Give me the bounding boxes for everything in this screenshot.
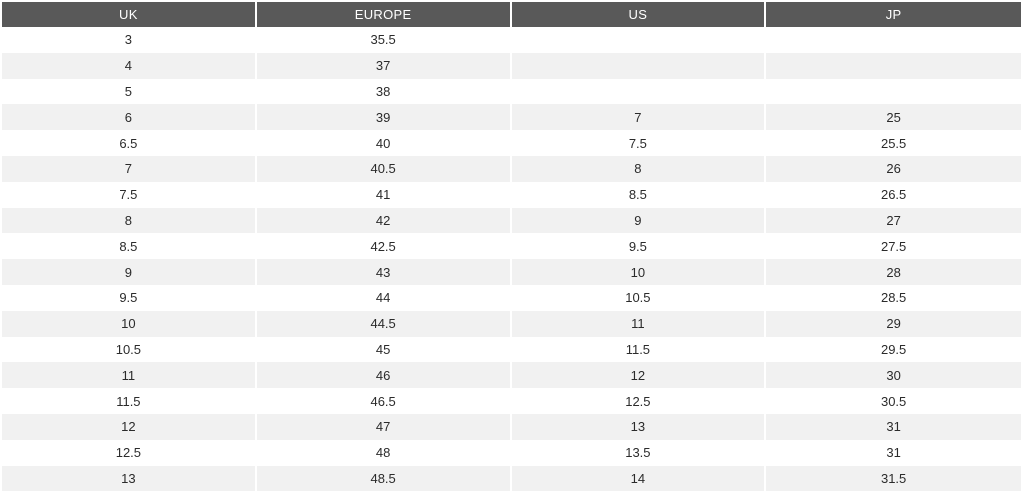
cell-europe: 46.5 — [256, 388, 512, 414]
cell-uk: 8 — [2, 207, 257, 234]
cell-jp: 29.5 — [766, 336, 1021, 363]
cell-us: 7 — [511, 104, 767, 131]
cell-uk: 9 — [2, 259, 257, 285]
table-row: 9.5 44 10.5 28.5 — [2, 284, 1021, 311]
cell-europe: 41 — [256, 181, 512, 208]
cell-uk: 6 — [2, 104, 257, 131]
cell-europe: 37 — [256, 52, 512, 79]
table-row: 6.5 40 7.5 25.5 — [2, 130, 1021, 156]
cell-us: 8 — [511, 155, 767, 182]
cell-jp: 27.5 — [766, 233, 1021, 260]
cell-us: 13.5 — [511, 439, 767, 466]
cell-europe: 47 — [256, 413, 512, 440]
table-row: 5 38 — [2, 78, 1021, 105]
table-body: 3 35.5 4 37 5 38 6 39 7 25 6.5 40 7.5 25.5 7 40.5 8 26 7.5… — [2, 27, 1021, 492]
cell-europe: 45 — [256, 336, 512, 363]
table-row: 3 35.5 — [2, 27, 1021, 53]
table-row: 10.5 45 11.5 29.5 — [2, 336, 1021, 363]
cell-us: 9 — [511, 207, 767, 234]
header-row: UK EUROPE US JP — [2, 2, 1021, 27]
cell-uk: 7 — [2, 155, 257, 182]
table-row: 11 46 12 30 — [2, 362, 1021, 389]
cell-jp: 31 — [766, 439, 1021, 466]
cell-jp: 28.5 — [766, 284, 1021, 311]
cell-uk: 8.5 — [2, 233, 257, 260]
column-header-europe: EUROPE — [256, 2, 512, 27]
cell-uk: 10 — [2, 310, 257, 337]
cell-uk: 9.5 — [2, 284, 257, 311]
cell-us: 11 — [511, 310, 767, 337]
cell-jp: 25.5 — [766, 130, 1021, 156]
cell-uk: 3 — [2, 27, 257, 53]
cell-uk: 13 — [2, 465, 257, 492]
cell-us — [511, 78, 767, 105]
cell-us: 9.5 — [511, 233, 767, 260]
cell-us: 13 — [511, 413, 767, 440]
cell-jp — [766, 52, 1021, 79]
cell-europe: 39 — [256, 104, 512, 131]
table-row: 10 44.5 11 29 — [2, 310, 1021, 337]
cell-europe: 40 — [256, 130, 512, 156]
table-row: 4 37 — [2, 52, 1021, 79]
column-header-uk: UK — [2, 2, 257, 27]
cell-us: 14 — [511, 465, 767, 492]
cell-europe: 46 — [256, 362, 512, 389]
table-row: 7 40.5 8 26 — [2, 155, 1021, 182]
cell-jp — [766, 78, 1021, 105]
cell-uk: 10.5 — [2, 336, 257, 363]
cell-jp: 31 — [766, 413, 1021, 440]
cell-jp: 26 — [766, 155, 1021, 182]
table-row: 7.5 41 8.5 26.5 — [2, 181, 1021, 208]
table-row: 8.5 42.5 9.5 27.5 — [2, 233, 1021, 260]
table-row: 11.5 46.5 12.5 30.5 — [2, 388, 1021, 414]
cell-europe: 48 — [256, 439, 512, 466]
cell-europe: 43 — [256, 259, 512, 285]
cell-us — [511, 27, 767, 53]
table-row: 13 48.5 14 31.5 — [2, 465, 1021, 492]
cell-uk: 7.5 — [2, 181, 257, 208]
cell-uk: 12.5 — [2, 439, 257, 466]
table-row: 9 43 10 28 — [2, 259, 1021, 285]
cell-us: 12.5 — [511, 388, 767, 414]
cell-uk: 6.5 — [2, 130, 257, 156]
table-row: 8 42 9 27 — [2, 207, 1021, 234]
cell-us: 7.5 — [511, 130, 767, 156]
cell-europe: 48.5 — [256, 465, 512, 492]
table-header: UK EUROPE US JP — [2, 2, 1021, 27]
cell-jp: 26.5 — [766, 181, 1021, 208]
cell-jp: 30 — [766, 362, 1021, 389]
cell-jp: 31.5 — [766, 465, 1021, 492]
cell-us: 11.5 — [511, 336, 767, 363]
table-row: 12.5 48 13.5 31 — [2, 439, 1021, 466]
cell-jp: 28 — [766, 259, 1021, 285]
cell-europe: 44 — [256, 284, 512, 311]
cell-jp: 29 — [766, 310, 1021, 337]
cell-europe: 35.5 — [256, 27, 512, 53]
cell-uk: 12 — [2, 413, 257, 440]
cell-jp: 27 — [766, 207, 1021, 234]
column-header-us: US — [511, 2, 767, 27]
cell-europe: 44.5 — [256, 310, 512, 337]
table-row: 6 39 7 25 — [2, 104, 1021, 131]
cell-jp — [766, 27, 1021, 53]
cell-us: 12 — [511, 362, 767, 389]
table-row: 12 47 13 31 — [2, 413, 1021, 440]
cell-us: 10.5 — [511, 284, 767, 311]
cell-uk: 11.5 — [2, 388, 257, 414]
cell-europe: 42.5 — [256, 233, 512, 260]
column-header-jp: JP — [766, 2, 1021, 27]
cell-europe: 38 — [256, 78, 512, 105]
cell-us — [511, 52, 767, 79]
cell-uk: 5 — [2, 78, 257, 105]
cell-jp: 25 — [766, 104, 1021, 131]
cell-europe: 40.5 — [256, 155, 512, 182]
cell-europe: 42 — [256, 207, 512, 234]
cell-uk: 4 — [2, 52, 257, 79]
cell-us: 8.5 — [511, 181, 767, 208]
cell-jp: 30.5 — [766, 388, 1021, 414]
cell-uk: 11 — [2, 362, 257, 389]
cell-us: 10 — [511, 259, 767, 285]
